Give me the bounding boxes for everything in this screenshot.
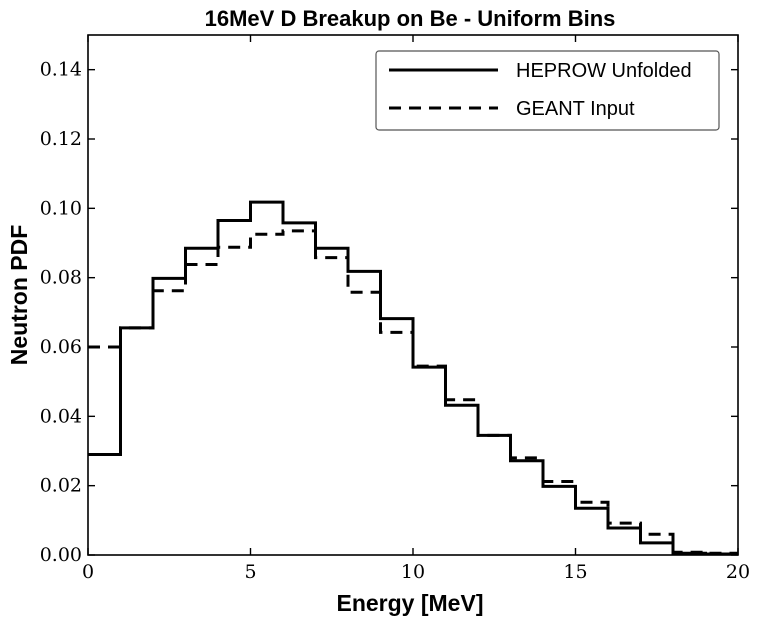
x-axis-label: Energy [MeV] [337, 590, 484, 616]
series-geant-input [88, 229, 738, 555]
legend-label-heprow: HEPROW Unfolded [516, 60, 692, 82]
y-tick-label: 0.06 [40, 336, 82, 358]
chart-title: 16MeV D Breakup on Be - Uniform Bins [205, 6, 616, 31]
y-tick-label: 0.02 [40, 475, 82, 497]
y-tick-label: 0.14 [40, 59, 82, 81]
legend: HEPROW Unfolded GEANT Input [375, 50, 720, 131]
x-tick-label: 15 [563, 561, 587, 583]
y-tick-label: 0.10 [40, 197, 82, 219]
axis-ticks: 0 5 10 15 20 0.00 0.02 0.04 0.06 0.08 0.10 0.12 0.14 [40, 35, 750, 583]
legend-label-geant: GEANT Input [516, 98, 635, 120]
y-axis-label: Neutron PDF [6, 225, 32, 366]
series-heprow-unfolded [88, 200, 738, 556]
y-tick-label: 0.00 [40, 544, 82, 566]
y-tick-label: 0.04 [40, 405, 82, 427]
x-tick-label: 5 [244, 561, 256, 583]
x-tick-label: 20 [726, 561, 750, 583]
plot-area [88, 200, 738, 556]
y-tick-label: 0.08 [40, 267, 82, 289]
x-tick-label: 0 [82, 561, 94, 583]
x-tick-label: 10 [401, 561, 425, 583]
y-tick-label: 0.12 [40, 128, 82, 150]
